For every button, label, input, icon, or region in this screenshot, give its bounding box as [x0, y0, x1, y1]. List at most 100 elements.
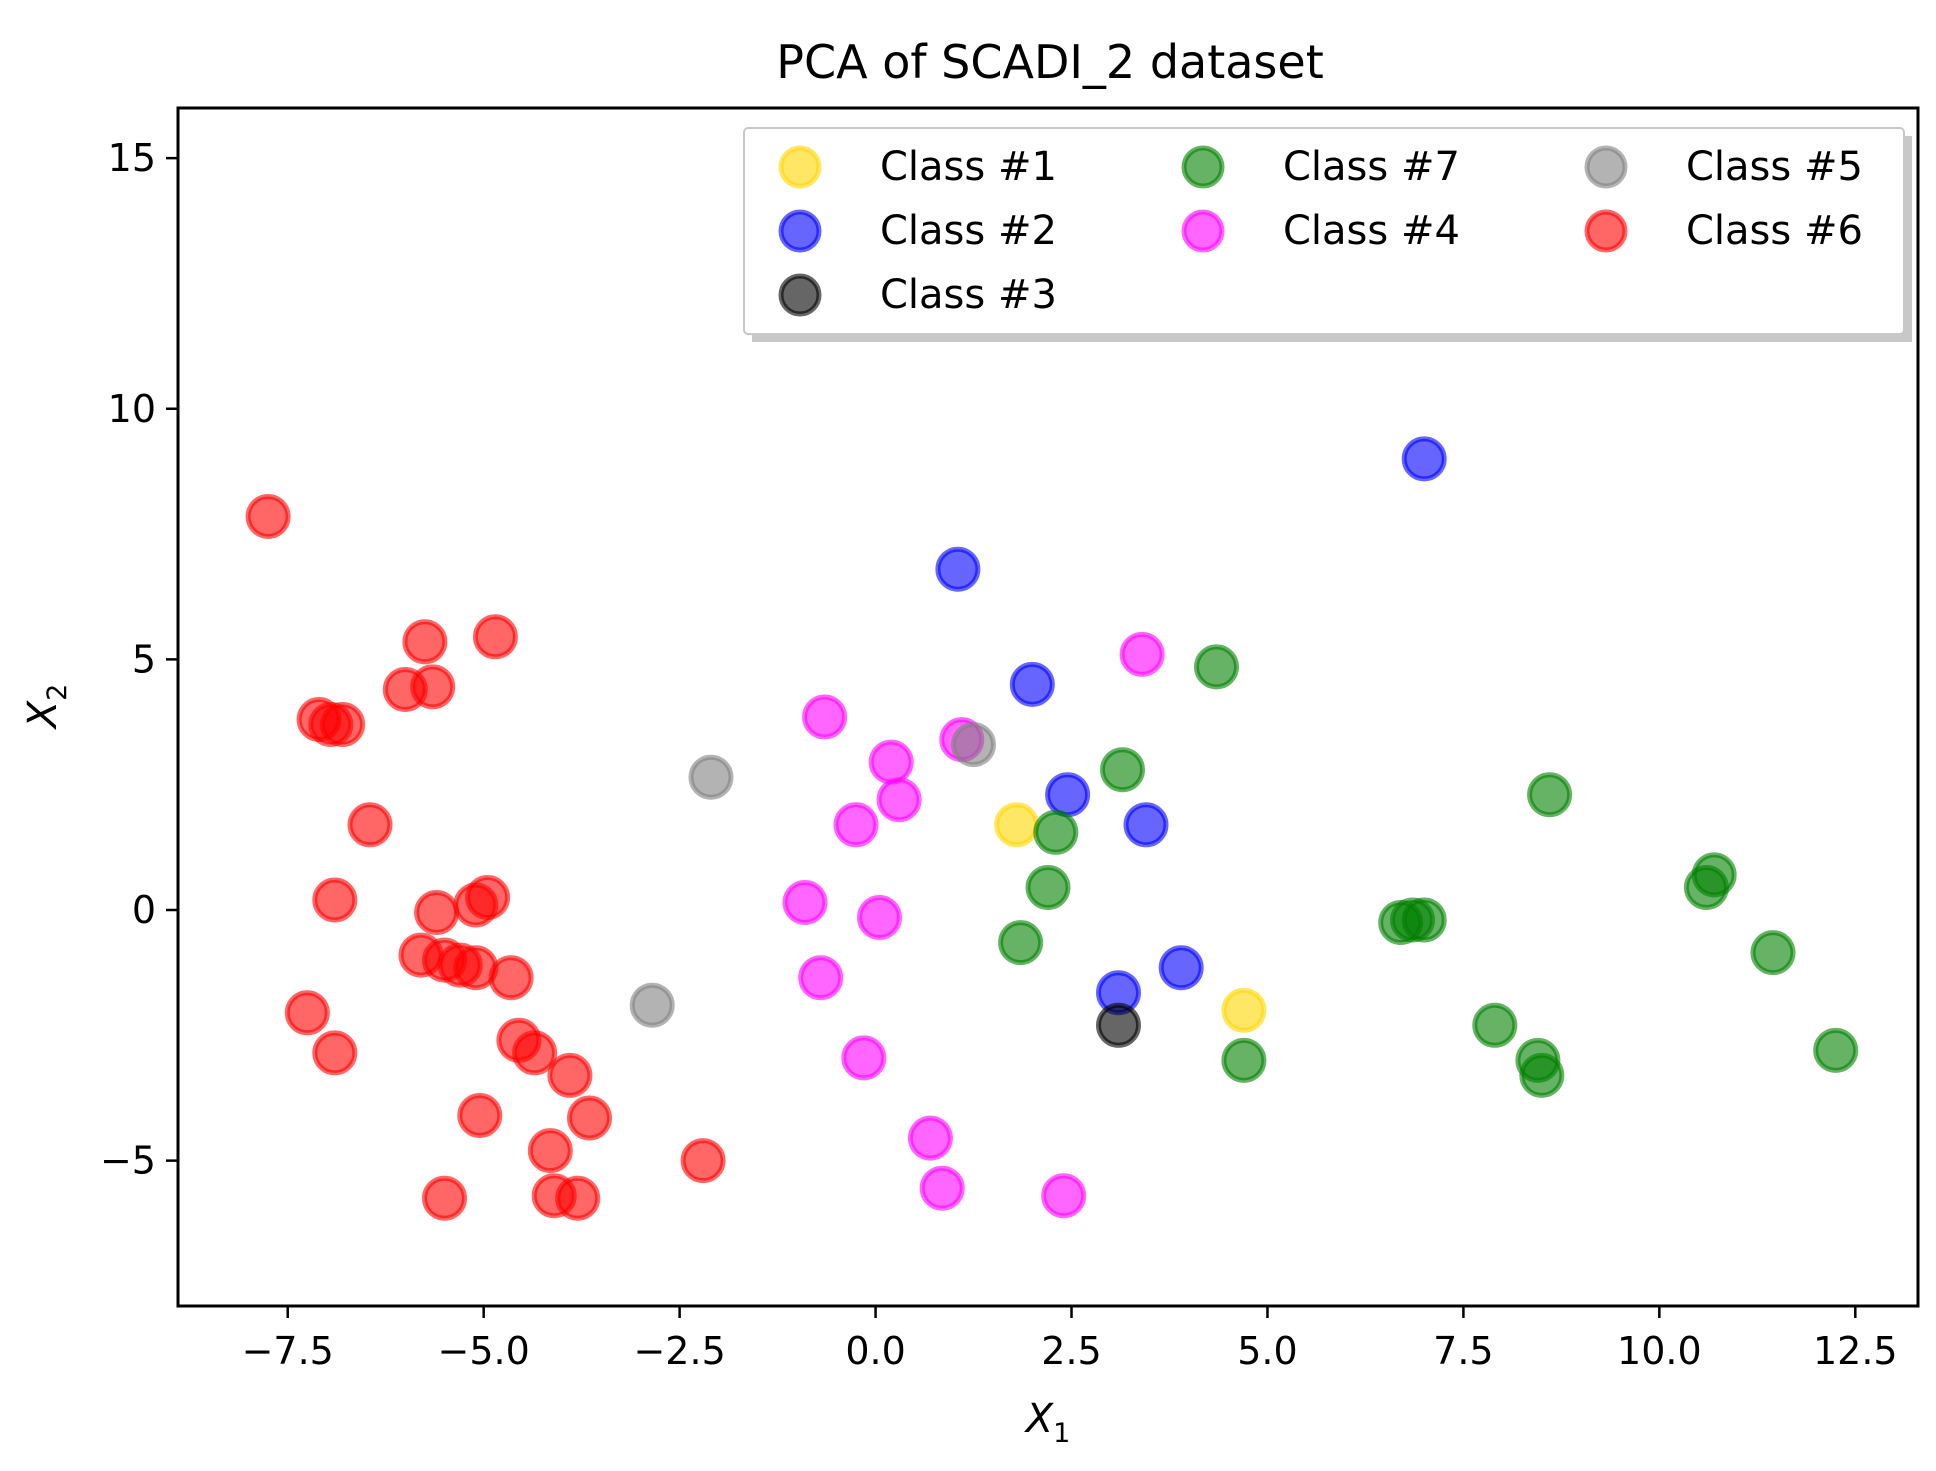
point-class-4-6	[782, 880, 828, 925]
x-axis-ticks: −7.5 −5.0 −2.5 0.0 2.5 5.0 7.5 10.0 12.5	[242, 1306, 1898, 1373]
point-class-5-2	[629, 982, 675, 1028]
y-tick-label-2: 5	[132, 637, 156, 681]
point-class-7-14	[1519, 1052, 1565, 1098]
point-class-7-11	[1750, 930, 1796, 976]
legend-marker-class-6	[1584, 209, 1628, 253]
point-class-6-9	[312, 877, 358, 923]
legend-label-class-7: Class #7	[1283, 144, 1460, 190]
point-class-6-0	[245, 494, 291, 539]
point-class-6-29	[555, 1175, 601, 1221]
point-class-7-16	[1221, 1037, 1267, 1083]
point-class-7-0	[1194, 644, 1239, 690]
point-class-6-18	[284, 990, 330, 1036]
y-axis-label-subscript: 2	[42, 684, 73, 701]
point-class-4-0	[1119, 631, 1165, 677]
point-class-1-0	[994, 802, 1040, 848]
x-tick-label-4: 2.5	[1041, 1329, 1101, 1373]
legend-label-class-3: Class #3	[880, 272, 1057, 318]
legend-marker-class-4	[1181, 209, 1225, 253]
chart-title: PCA of SCADI_2 dataset	[776, 35, 1324, 89]
point-class-7-2	[1527, 772, 1573, 818]
point-class-6-2	[472, 614, 518, 660]
legend-label-class-1: Class #1	[880, 144, 1057, 190]
point-class-6-17	[488, 955, 534, 1001]
point-class-2-4	[1123, 802, 1169, 848]
point-class-6-24	[457, 1093, 503, 1138]
x-tick-label-6: 7.5	[1433, 1329, 1493, 1373]
x-tick-label-0: −7.5	[242, 1329, 334, 1373]
y-axis-ticks: 15 10 5 0 −5	[100, 136, 178, 1183]
point-class-6-4	[410, 664, 456, 710]
point-class-6-19	[312, 1030, 358, 1076]
legend-label-class-2: Class #2	[880, 208, 1057, 254]
point-class-4-3	[868, 739, 914, 785]
y-tick-label-0: 15	[108, 136, 156, 180]
legend: Class #1 Class #2 Class #3 Class #7 Class #4…	[743, 127, 1912, 342]
point-class-2-3	[1045, 772, 1091, 818]
point-class-5-0	[688, 754, 734, 800]
point-class-4-8	[798, 955, 844, 1001]
point-class-7-10	[1683, 865, 1729, 910]
point-class-6-26	[680, 1138, 726, 1184]
point-class-6-23	[567, 1095, 612, 1141]
x-tick-label-7: 10.0	[1617, 1329, 1702, 1373]
legend-marker-class-5	[1584, 145, 1628, 189]
y-axis-label: X2	[20, 684, 73, 731]
x-axis-label: X1	[1024, 1396, 1071, 1449]
point-class-4-5	[833, 802, 879, 848]
point-class-2-0	[1401, 436, 1447, 482]
y-tick-label-3: 0	[132, 888, 156, 932]
x-tick-label-2: −2.5	[633, 1329, 725, 1373]
legend-marker-class-3	[778, 273, 822, 317]
point-class-7-3	[1033, 809, 1079, 855]
point-class-4-12	[1041, 1173, 1087, 1219]
point-class-4-7	[857, 895, 902, 940]
x-tick-label-5: 5.0	[1237, 1329, 1297, 1373]
point-class-7-12	[1472, 1002, 1518, 1048]
point-class-6-22	[547, 1052, 593, 1098]
legend-marker-class-1	[778, 145, 822, 189]
point-class-4-1	[802, 694, 848, 740]
point-class-7-4	[1025, 865, 1071, 910]
data-points	[245, 436, 1859, 1221]
point-class-7-5	[998, 920, 1044, 966]
y-axis-label-base: X	[20, 699, 66, 730]
y-tick-label-4: −5	[100, 1139, 156, 1183]
point-class-6-7	[320, 702, 366, 747]
plot-area-frame	[176, 106, 1920, 1308]
x-tick-label-3: 0.0	[845, 1329, 905, 1373]
point-class-4-11	[919, 1165, 965, 1211]
point-class-4-9	[841, 1035, 887, 1081]
point-class-6-27	[422, 1175, 467, 1221]
x-axis-label-base: X	[1024, 1396, 1055, 1442]
point-class-6-10	[414, 890, 460, 935]
legend-marker-class-7	[1181, 145, 1225, 189]
point-class-2-1	[935, 546, 981, 592]
point-class-7-8	[1390, 897, 1435, 943]
point-class-4-10	[907, 1115, 953, 1161]
point-class-2-5	[1158, 945, 1204, 991]
point-class-6-21	[512, 1030, 558, 1076]
legend-label-class-5: Class #5	[1686, 144, 1863, 190]
point-class-3-0	[1096, 1002, 1141, 1048]
legend-label-class-6: Class #6	[1686, 208, 1863, 254]
legend-marker-class-2	[778, 209, 822, 253]
point-class-6-25	[527, 1128, 573, 1174]
y-tick-label-1: 10	[108, 387, 156, 431]
point-class-4-4	[876, 777, 922, 823]
point-class-6-8	[347, 802, 393, 848]
point-class-5-1	[951, 722, 996, 768]
point-class-7-15	[1813, 1027, 1859, 1073]
point-class-7-1	[1100, 747, 1145, 793]
point-class-6-1	[402, 619, 448, 665]
x-tick-label-8: 12.5	[1813, 1329, 1898, 1373]
point-class-6-12	[465, 875, 511, 920]
point-class-2-2	[1009, 661, 1055, 707]
point-class-1-1	[1221, 987, 1267, 1033]
x-axis-label-subscript: 1	[1053, 1418, 1070, 1449]
x-tick-label-1: −5.0	[438, 1329, 530, 1373]
legend-label-class-4: Class #4	[1283, 208, 1460, 254]
legend-entries: Class #1 Class #2 Class #3 Class #7 Class #4…	[778, 144, 1863, 318]
